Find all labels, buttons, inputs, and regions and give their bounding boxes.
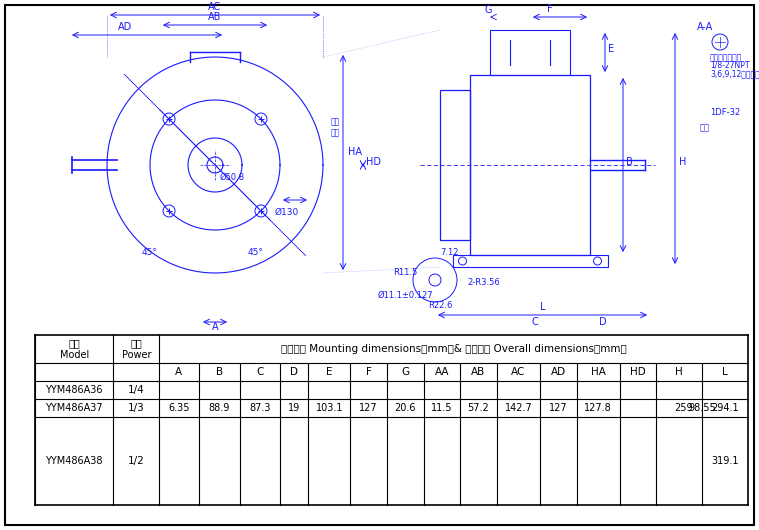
Text: AC: AC (512, 367, 525, 377)
Text: 57.2: 57.2 (468, 403, 490, 413)
Bar (452, 255, 607, 267)
Text: 6.35: 6.35 (168, 403, 190, 413)
Text: E: E (326, 367, 332, 377)
Text: 259: 259 (675, 403, 693, 413)
Text: D: D (599, 317, 606, 327)
Text: 20.6: 20.6 (395, 403, 416, 413)
Text: Ø50.8: Ø50.8 (220, 173, 245, 182)
Text: 87.3: 87.3 (249, 403, 271, 413)
Text: AC: AC (209, 2, 222, 12)
Text: 45°: 45° (142, 248, 158, 257)
Text: AA: AA (435, 367, 449, 377)
Text: H: H (676, 367, 683, 377)
Text: 11.5: 11.5 (431, 403, 452, 413)
Text: 型号
Model: 型号 Model (60, 338, 89, 360)
Text: AB: AB (208, 12, 222, 22)
Text: 1/2: 1/2 (128, 456, 145, 466)
Text: 1DF-32: 1DF-32 (710, 108, 740, 117)
Text: F: F (547, 4, 553, 14)
Text: B: B (216, 367, 223, 377)
Text: C: C (257, 367, 263, 377)
Text: 1/8-27NPT: 1/8-27NPT (710, 61, 749, 70)
Text: R22.6: R22.6 (428, 301, 452, 310)
Text: HD: HD (366, 157, 381, 167)
Text: 98.55: 98.55 (688, 403, 716, 413)
Text: 127.8: 127.8 (584, 403, 612, 413)
Text: 1/3: 1/3 (128, 403, 145, 413)
Text: A: A (212, 322, 219, 332)
Text: A-A: A-A (697, 22, 713, 32)
Text: 127: 127 (359, 403, 378, 413)
Text: R11.5: R11.5 (393, 268, 417, 277)
Text: 1/4: 1/4 (128, 385, 145, 395)
Text: 88.9: 88.9 (209, 403, 230, 413)
Text: G: G (402, 367, 409, 377)
Text: A: A (175, 367, 182, 377)
Text: 103.1: 103.1 (316, 403, 343, 413)
Text: 油封: 油封 (700, 123, 710, 132)
Text: AD: AD (551, 367, 566, 377)
Text: 2-R3.56: 2-R3.56 (467, 278, 499, 287)
Text: Ø130: Ø130 (275, 208, 299, 217)
Text: HA: HA (348, 147, 362, 157)
Text: 45°: 45° (247, 248, 263, 257)
Bar (470, 75, 590, 255)
Text: 照明
接口: 照明 接口 (331, 118, 340, 137)
Text: HD: HD (630, 367, 646, 377)
Text: H: H (679, 157, 686, 167)
Text: 319.1: 319.1 (711, 456, 739, 466)
Text: YYM486A36: YYM486A36 (46, 385, 103, 395)
Text: AB: AB (471, 367, 486, 377)
Text: L: L (540, 302, 545, 312)
Text: HA: HA (591, 367, 606, 377)
Text: L: L (723, 367, 728, 377)
Text: YYM486A37: YYM486A37 (46, 403, 103, 413)
Text: 294.1: 294.1 (711, 403, 739, 413)
Text: 7.12: 7.12 (441, 248, 459, 257)
Text: F: F (366, 367, 372, 377)
Text: D: D (290, 367, 298, 377)
Text: 功率
Power: 功率 Power (121, 338, 151, 360)
Text: 安装尺寸 Mounting dimensions（mm）& 外形尺寸 Overall dimensions（mm）: 安装尺寸 Mounting dimensions（mm）& 外形尺寸 Overa… (281, 344, 626, 354)
Text: 127: 127 (549, 403, 568, 413)
Text: 3,6,9,12四种位置: 3,6,9,12四种位置 (710, 69, 759, 78)
Text: YYM486A38: YYM486A38 (46, 456, 103, 466)
Text: C: C (531, 317, 538, 327)
Text: 锥形排水孔螺钉: 锥形排水孔螺钉 (710, 53, 742, 62)
Text: Ø11.1±0.127: Ø11.1±0.127 (377, 291, 433, 300)
Text: G: G (484, 5, 492, 15)
Text: AD: AD (118, 22, 132, 32)
Bar (440, 90, 470, 240)
Bar (490, 30, 570, 75)
Text: 142.7: 142.7 (505, 403, 532, 413)
Text: E: E (608, 45, 614, 55)
Text: B: B (626, 157, 633, 167)
Text: 19: 19 (288, 403, 300, 413)
